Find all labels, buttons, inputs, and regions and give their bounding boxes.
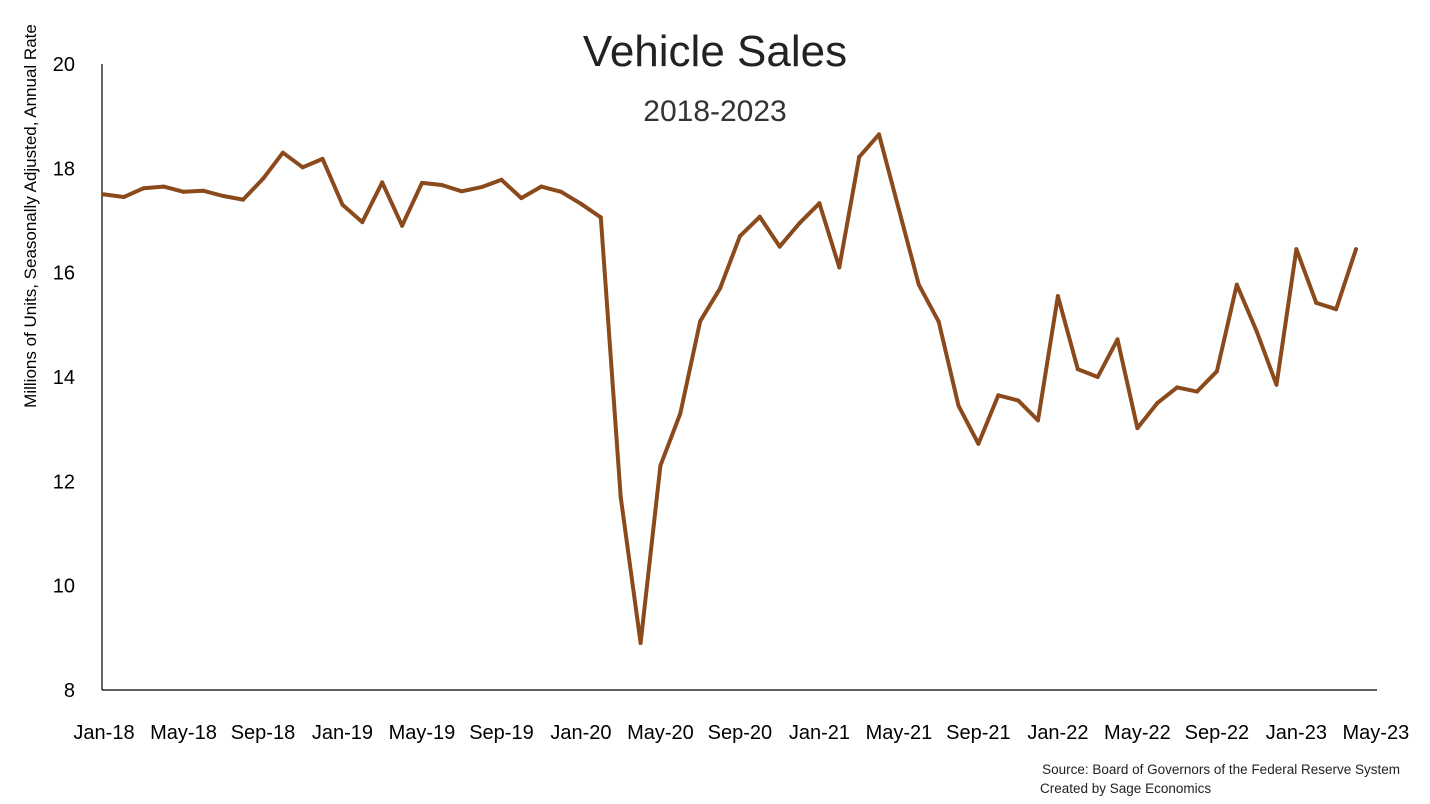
x-tick-label: Jan-22	[1027, 722, 1088, 744]
data-point	[241, 197, 246, 202]
y-tick-label: 8	[64, 680, 75, 702]
data-point	[102, 192, 106, 197]
chart-subtitle: 2018-2023	[643, 95, 786, 128]
data-point	[956, 403, 961, 408]
x-tick-label: Jan-19	[312, 722, 373, 744]
data-point	[1115, 337, 1120, 342]
x-tick-group: Jan-18 May-18 Sep-18 Jan-19 May-19 Sep-19 Jan-…	[73, 722, 1409, 744]
data-point	[579, 201, 583, 206]
data-point	[718, 286, 723, 291]
y-axis-label: Millions of Units, Seasonally Adjusted, …	[21, 24, 40, 408]
data-point	[658, 463, 663, 468]
data-point	[1135, 426, 1140, 431]
x-tick-label: May-22	[1104, 722, 1171, 744]
y-tick-group: 8 10 12 14 16 18 20	[53, 54, 75, 702]
data-point	[221, 194, 226, 198]
data-point	[201, 188, 206, 193]
data-point	[360, 220, 365, 225]
data-point	[1055, 294, 1060, 299]
data-point	[837, 265, 842, 270]
data-point	[996, 393, 1001, 398]
y-tick-label: 10	[53, 576, 75, 598]
data-point	[420, 180, 424, 185]
data-point	[638, 641, 643, 645]
data-point	[340, 202, 345, 207]
x-tick-label: May-19	[389, 722, 456, 744]
data-point	[1234, 282, 1239, 287]
x-tick-label: May-23	[1343, 722, 1410, 744]
data-point	[797, 221, 802, 226]
y-tick-label: 16	[53, 263, 75, 285]
x-tick-label: Jan-21	[789, 722, 850, 744]
data-point	[320, 156, 325, 161]
data-point	[1095, 375, 1100, 379]
data-point	[817, 201, 822, 206]
data-point	[121, 195, 126, 199]
data-point	[181, 189, 186, 194]
data-point	[618, 495, 623, 499]
data-point	[1175, 385, 1180, 390]
data-point-group	[102, 132, 1358, 645]
data-point	[519, 196, 524, 201]
y-tick-label: 12	[53, 471, 75, 493]
data-point	[1294, 247, 1299, 252]
data-point	[698, 319, 703, 324]
data-point	[400, 223, 405, 228]
data-point	[678, 411, 683, 416]
y-tick-label: 20	[53, 54, 75, 76]
x-tick-label: May-18	[150, 722, 217, 744]
data-point	[1254, 329, 1259, 334]
data-point	[280, 150, 285, 155]
data-point	[161, 184, 166, 189]
data-point	[499, 177, 504, 182]
data-point	[877, 132, 881, 137]
data-point	[598, 215, 603, 220]
data-point	[380, 180, 385, 185]
data-point	[439, 183, 444, 187]
data-point	[1214, 369, 1219, 374]
data-point	[261, 176, 265, 181]
data-point	[1155, 401, 1160, 406]
x-tick-label: Jan-23	[1266, 722, 1327, 744]
data-point	[141, 186, 146, 191]
chart-title: Vehicle Sales	[583, 27, 847, 76]
data-point	[479, 185, 484, 190]
data-point	[1016, 398, 1021, 403]
data-point	[1334, 307, 1339, 312]
data-point	[936, 319, 941, 324]
x-tick-label: Sep-21	[946, 722, 1011, 744]
data-point	[896, 207, 901, 212]
data-point	[1274, 382, 1279, 387]
x-tick-label: Sep-22	[1185, 722, 1250, 744]
data-point	[916, 282, 921, 287]
data-point	[1354, 247, 1358, 252]
x-tick-label: Sep-18	[231, 722, 296, 744]
x-tick-label: Jan-20	[550, 722, 611, 744]
data-point	[737, 234, 742, 239]
x-tick-label: Sep-20	[708, 722, 773, 744]
data-point	[757, 214, 762, 219]
data-point	[777, 244, 782, 249]
x-tick-label: Sep-19	[469, 722, 534, 744]
data-point	[1036, 418, 1040, 423]
y-tick-label: 14	[53, 367, 75, 389]
data-point	[539, 184, 544, 189]
data-point	[459, 189, 464, 194]
data-point	[559, 189, 564, 194]
data-point	[857, 154, 862, 159]
data-point	[1314, 300, 1319, 305]
y-tick-label: 18	[53, 158, 75, 180]
x-tick-label: May-21	[866, 722, 933, 744]
data-point	[1075, 367, 1080, 372]
data-point	[1195, 389, 1199, 394]
series-line-vehicle-sales	[102, 132, 1358, 645]
x-tick-label: May-20	[627, 722, 694, 744]
x-tick-label: Jan-18	[73, 722, 134, 744]
data-point	[300, 165, 305, 170]
credit-note: Created by Sage Economics	[1040, 781, 1211, 796]
data-point	[976, 441, 981, 446]
source-note: Source: Board of Governors of the Federa…	[1042, 762, 1400, 777]
